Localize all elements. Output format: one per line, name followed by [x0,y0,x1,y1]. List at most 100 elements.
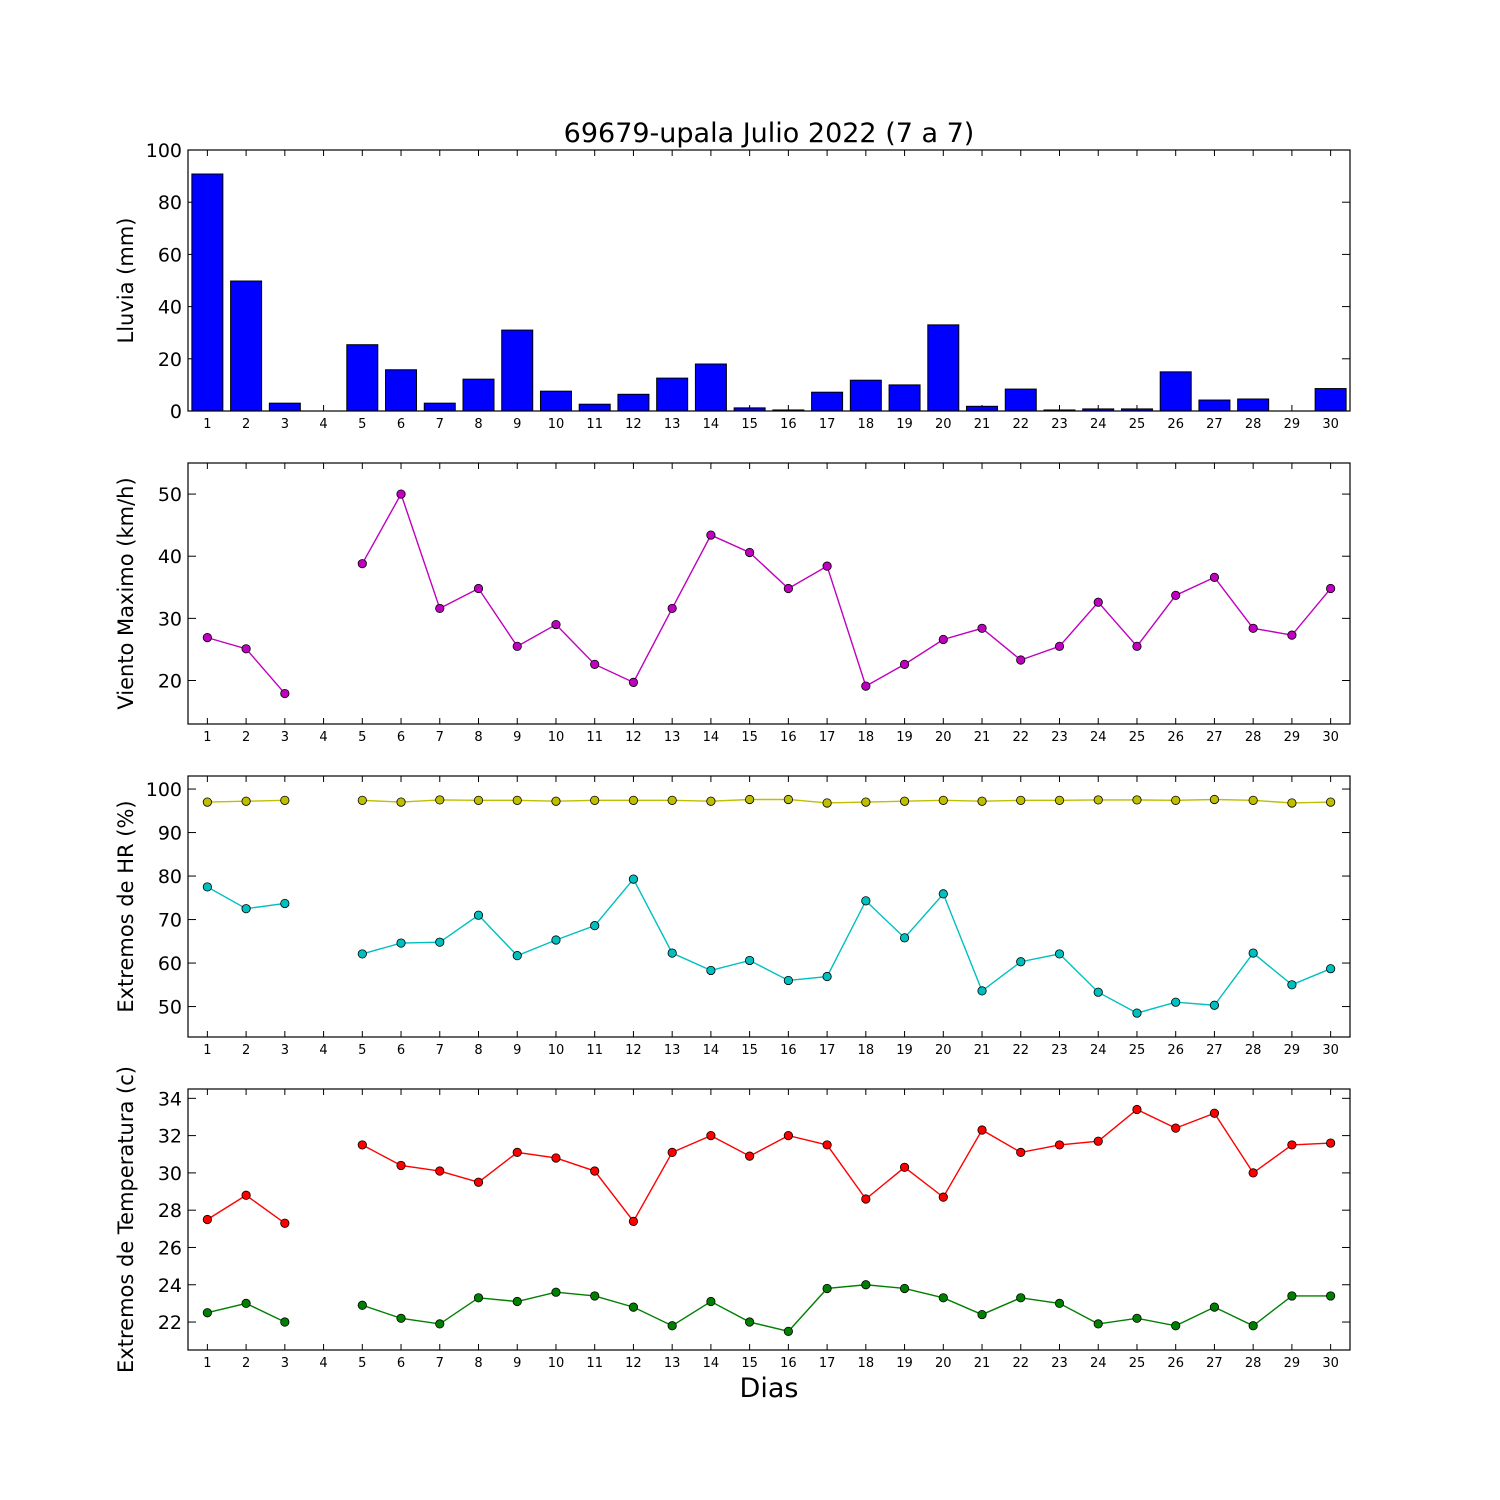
y-tick-label: 80 [158,866,182,888]
data-point [745,955,755,966]
data-point [861,896,871,906]
x-tick-label: 9 [513,730,521,745]
data-point [1016,957,1026,967]
data-point [1016,1147,1026,1157]
x-tick-label: 5 [358,417,366,432]
x-tick-label: 28 [1245,417,1262,432]
x-tick-label: 3 [281,730,289,745]
data-point [745,547,755,558]
data-point [783,1326,793,1336]
data-point [628,1216,639,1226]
x-tick-label: 27 [1206,730,1223,745]
data-point [938,795,948,805]
x-tick-label: 12 [625,417,642,432]
x-tick-label: 13 [664,1043,681,1058]
data-point [241,904,251,914]
x-tick-label: 20 [935,417,952,432]
x-tick-label: 7 [436,417,444,432]
y-axis-label: Viento Maximo (km/h) [114,477,138,709]
data-point [396,489,406,499]
x-tick-label: 14 [703,1043,720,1058]
x-tick-label: 18 [858,1043,875,1058]
x-tick-label: 29 [1284,730,1301,745]
series-line-2 [362,1284,1331,1333]
x-tick-label: 10 [548,1043,565,1058]
x-tick-label: 30 [1322,1356,1339,1371]
data-point [667,948,677,958]
y-tick-label: 26 [158,1237,182,1259]
x-tick-label: 20 [935,730,952,745]
x-tick-label: 9 [513,417,521,432]
series-line-1 [362,798,1331,804]
data-point [706,796,716,806]
data-point [1171,590,1181,600]
x-tick-label: 15 [741,1043,758,1058]
plot-frame [187,149,1351,412]
data-point [512,951,522,961]
x-tick-label: 24 [1090,1043,1107,1058]
x-tick-label: 13 [664,417,681,432]
data-point [938,634,948,645]
data-point [1209,1108,1220,1118]
x-tick-label: 9 [513,1043,521,1058]
x-tick-label: 26 [1167,730,1184,745]
data-point [357,949,367,959]
x-tick-label: 11 [586,1356,603,1371]
x-tick-label: 22 [1012,1356,1029,1371]
x-tick-label: 23 [1051,417,1068,432]
x-tick-label: 22 [1012,1043,1029,1058]
data-point [1248,795,1258,805]
data-point [1016,795,1026,805]
x-tick-label: 1 [203,1043,211,1058]
data-point [899,796,910,806]
y-tick-label: 32 [158,1126,182,1148]
data-point [241,1190,251,1200]
data-point [1326,1291,1336,1301]
x-tick-label: 5 [358,1356,366,1371]
data-point [706,530,716,540]
data-point [551,796,561,806]
x-tick-label: 5 [358,730,366,745]
data-point [1093,1319,1103,1329]
y-axis-label: Lluvia (mm) [114,218,138,344]
data-point [1132,1008,1142,1018]
x-tick-label: 29 [1284,1043,1301,1058]
data-point [435,1166,445,1176]
data-point [1326,964,1336,974]
x-axis-label: Dias [740,1373,799,1404]
data-point [473,583,484,594]
x-tick-label: 28 [1245,1043,1262,1058]
data-point [396,1313,406,1323]
y-tick-label: 50 [158,484,182,506]
x-tick-label: 11 [586,417,603,432]
rain-bar [1159,371,1192,412]
data-point [1287,1291,1297,1301]
x-tick-label: 17 [819,1043,836,1058]
data-point [822,798,832,808]
data-point [1054,949,1065,959]
x-tick-label: 24 [1090,417,1107,432]
data-point [977,1309,987,1320]
data-point [822,561,832,571]
y-tick-label: 40 [158,297,182,319]
x-tick-label: 2 [242,1356,250,1371]
x-tick-label: 2 [242,730,250,745]
plot-frame [187,775,1351,1038]
data-point [590,795,600,805]
x-tick-label: 26 [1167,1356,1184,1371]
data-point [938,1192,948,1202]
data-point [1054,1298,1065,1308]
data-point [783,794,793,805]
data-point [1248,948,1258,958]
x-tick-label: 6 [397,417,405,432]
x-tick-label: 25 [1129,1043,1146,1058]
data-point [745,1151,755,1161]
y-tick-label: 100 [146,779,182,801]
data-point [551,619,561,630]
y-tick-label: 30 [158,608,182,630]
data-point [512,1296,522,1307]
data-point [357,1140,367,1150]
plot-frame [187,462,1351,725]
x-tick-label: 28 [1245,1356,1262,1371]
rain-bar [927,324,960,412]
